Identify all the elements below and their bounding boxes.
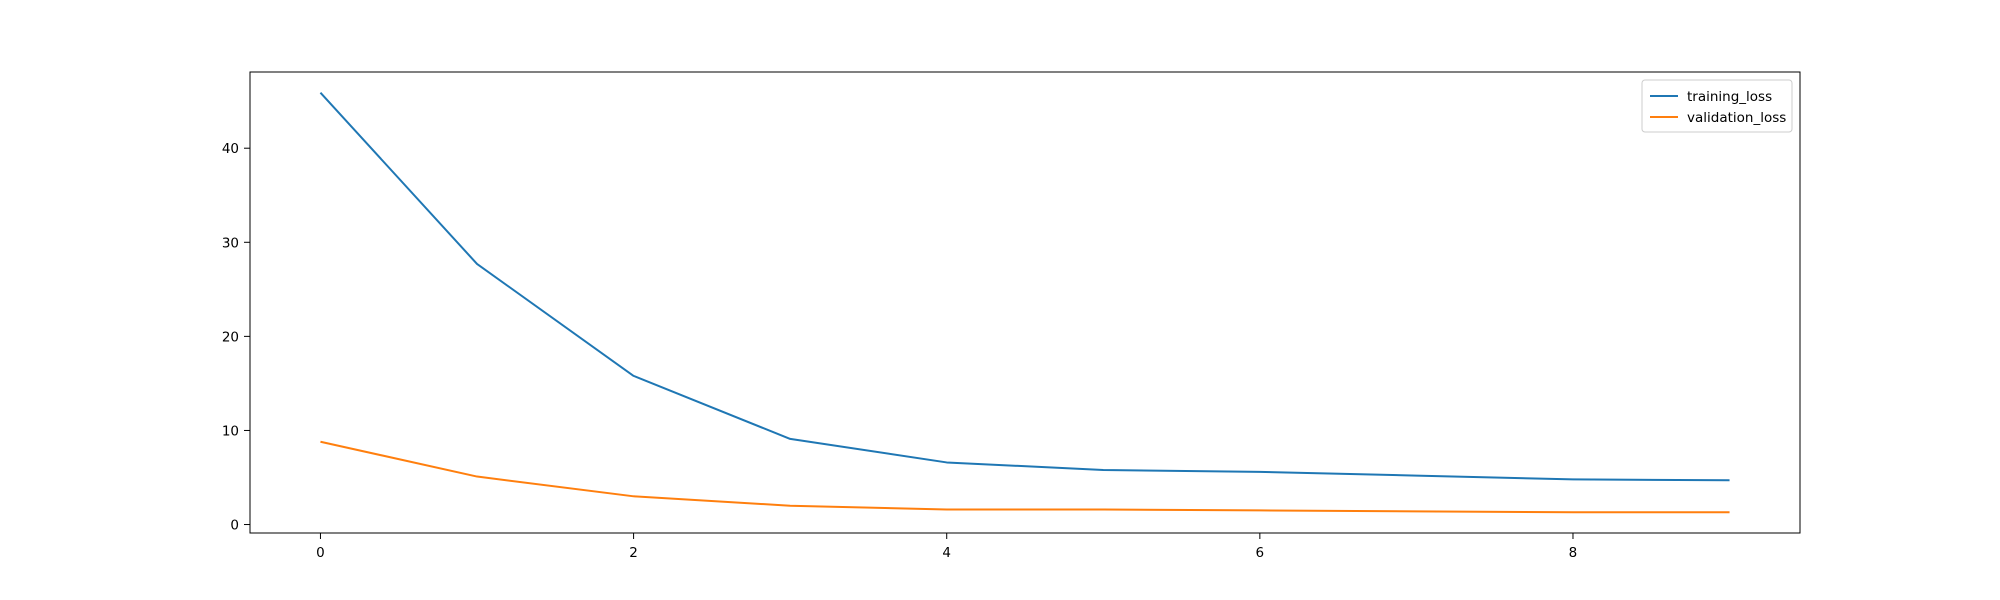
y-tick-label: 0 xyxy=(230,518,239,534)
plot-layer xyxy=(319,92,1730,514)
series-line-validation-loss xyxy=(320,440,1730,514)
y-tick-label: 10 xyxy=(222,423,239,439)
x-tick-label: 8 xyxy=(1569,545,1578,561)
x-tick-label: 2 xyxy=(629,545,638,561)
legend-box xyxy=(1641,79,1793,133)
legend-label: validation_loss xyxy=(1687,110,1786,126)
series-line-training-loss xyxy=(319,92,1730,482)
y-tick-label: 20 xyxy=(222,329,239,345)
axes-layer: 0 2 4 6 8 0 10 20 30 40 xyxy=(222,71,1801,561)
x-tick-label: 4 xyxy=(942,545,951,561)
axes-frame xyxy=(249,71,1801,534)
x-tick-label: 6 xyxy=(1256,545,1265,561)
legend: training_loss validation_loss xyxy=(1641,79,1793,133)
x-tick-label: 0 xyxy=(316,545,325,561)
legend-label: training_loss xyxy=(1687,89,1772,105)
y-tick-label: 40 xyxy=(222,141,239,157)
y-tick-label: 30 xyxy=(222,235,239,251)
